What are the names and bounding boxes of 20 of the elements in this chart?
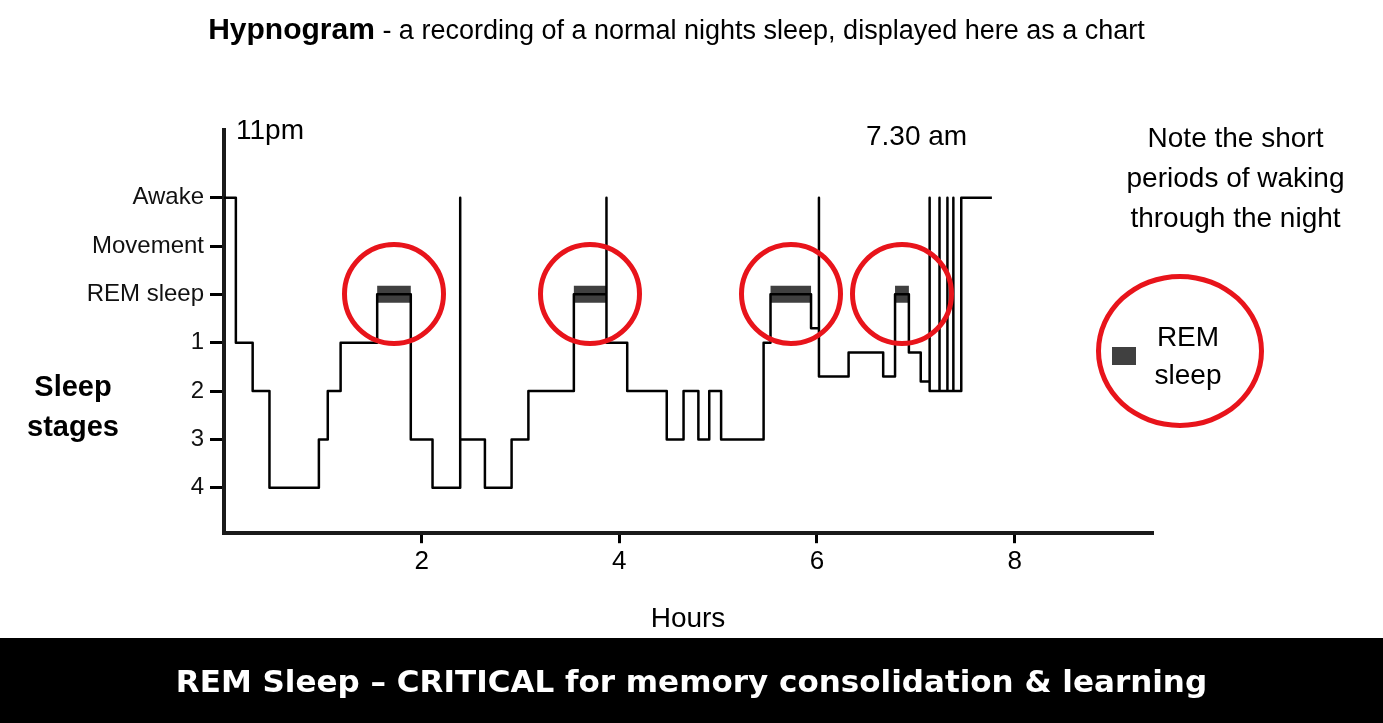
x-axis-title: Hours	[650, 601, 726, 633]
annotation: 11pm	[236, 114, 304, 146]
y-tick-label: Movement	[91, 230, 205, 258]
x-tick-label: 2	[414, 544, 429, 575]
y-axis-title: Sleep stages	[26, 369, 120, 444]
x-tick-label: 6	[809, 544, 825, 575]
legend-label: REM sleep	[1153, 320, 1223, 392]
y-tick-label: Awake	[132, 182, 204, 210]
y-tick-label: 3	[190, 424, 204, 452]
chart-title: Hypnogram	[208, 12, 375, 45]
y-tick-label: 2	[190, 375, 204, 403]
x-tick-label: 8	[1007, 544, 1022, 575]
annotation: 7.30 am	[866, 120, 968, 152]
text: REM Sleep – CRITICAL for memory consolidation & learning	[0, 638, 1383, 723]
chart-subtitle: - a recording of a normal nights sleep, displayed here as a chart	[381, 15, 1145, 45]
y-tick-label: 4	[190, 472, 204, 500]
x-tick-label: 4	[612, 544, 627, 575]
annotation: Note the short periods of waking through the night	[1125, 121, 1346, 235]
y-tick-label: 1	[190, 327, 204, 355]
y-tick-label: REM sleep	[86, 279, 204, 306]
